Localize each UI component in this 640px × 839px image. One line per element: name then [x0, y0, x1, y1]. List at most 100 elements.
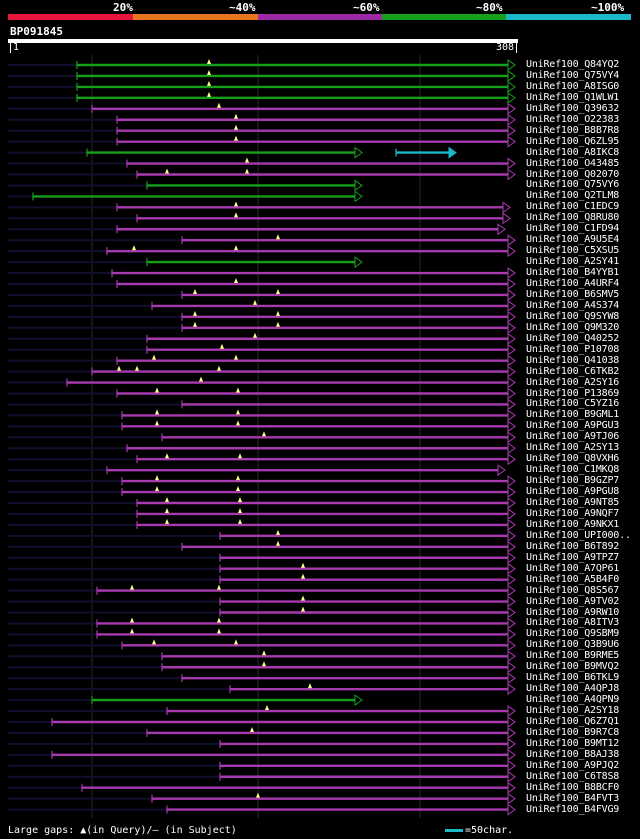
hit-label[interactable]: UniRef100_B4YYB1	[526, 267, 620, 279]
hit-label[interactable]: UniRef100_A4QPJ8	[526, 683, 620, 695]
query-gap-marker	[207, 80, 211, 86]
query-gap-marker	[262, 661, 266, 667]
hit-label[interactable]: UniRef100_Q9SBM9	[526, 628, 620, 640]
hit-label[interactable]: UniRef100_UPI000..	[526, 529, 631, 541]
hit-label[interactable]: UniRef100_B4FVG9	[526, 803, 620, 815]
segment-end-arrow	[507, 310, 516, 323]
hit-label[interactable]: UniRef100_A9RW10	[526, 606, 620, 618]
hit-label[interactable]: UniRef100_B9MT12	[526, 737, 620, 749]
hit-label[interactable]: UniRef100_A9NQF7	[526, 507, 620, 519]
hit-label[interactable]: UniRef100_A7QP61	[526, 562, 620, 574]
segment-end-arrow	[507, 245, 516, 258]
hit-label[interactable]: UniRef100_Q41038	[526, 354, 620, 366]
query-gap-marker	[276, 321, 280, 327]
query-gap-marker	[238, 518, 242, 524]
query-id: BP091845	[10, 25, 63, 38]
segment-end-arrow	[354, 256, 363, 269]
hit-label[interactable]: UniRef100_A9U5E4	[526, 234, 620, 246]
hit-row	[8, 726, 516, 739]
hit-label[interactable]: UniRef100_B9GZP7	[526, 475, 620, 487]
hit-label[interactable]: UniRef100_Q40252	[526, 332, 620, 344]
segment-end-arrow	[507, 409, 516, 422]
hit-label[interactable]: UniRef100_Q02070	[526, 168, 620, 180]
hit-label[interactable]: UniRef100_Q84YQ2	[526, 59, 620, 70]
legend-bar-60	[258, 14, 382, 20]
hit-label[interactable]: UniRef100_C5YZ16	[526, 398, 620, 410]
hit-row	[8, 124, 516, 137]
hit-label[interactable]: UniRef100_P13869	[526, 387, 620, 399]
hit-label[interactable]: UniRef100_A2SY18	[526, 705, 620, 717]
hit-label[interactable]: UniRef100_B8AJ38	[526, 748, 620, 760]
hit-row	[8, 748, 516, 761]
hit-label[interactable]: UniRef100_Q1WLW1	[526, 91, 620, 103]
hit-row	[8, 113, 516, 126]
hit-label[interactable]: UniRef100_B9GML1	[526, 409, 620, 421]
segment-end-arrow	[507, 299, 516, 312]
hit-label[interactable]: UniRef100_A9TV02	[526, 595, 620, 607]
segment-end-arrow	[507, 606, 516, 619]
hit-label[interactable]: UniRef100_Q9M320	[526, 321, 620, 333]
hit-label[interactable]: UniRef100_A2SY16	[526, 376, 620, 388]
hit-label[interactable]: UniRef100_A4URF4	[526, 278, 620, 289]
hit-label[interactable]: UniRef100_Q6ZL95	[526, 135, 620, 147]
hit-label[interactable]: UniRef100_Q6Z7Q1	[526, 716, 620, 727]
hit-label[interactable]: UniRef100_B4FVT3	[526, 792, 620, 804]
hit-label[interactable]: UniRef100_Q8RU80	[526, 212, 620, 224]
hit-label[interactable]: UniRef100_B9R7C8	[526, 726, 620, 738]
query-gap-marker	[236, 475, 240, 481]
hit-label[interactable]: UniRef100_B8BCF0	[526, 781, 620, 793]
hit-label[interactable]: UniRef100_Q39632	[526, 102, 620, 114]
hit-label[interactable]: UniRef100_A9NT85	[526, 497, 620, 508]
segment-end-arrow	[507, 365, 516, 378]
hit-label[interactable]: UniRef100_A9TPZ7	[526, 551, 620, 563]
hit-label[interactable]: UniRef100_B9MVQ2	[526, 661, 620, 673]
hit-label[interactable]: UniRef100_Q3B9U6	[526, 639, 620, 651]
query-gap-marker	[234, 245, 238, 251]
hit-label[interactable]: UniRef100_C6T8S8	[526, 770, 620, 782]
hit-label[interactable]: UniRef100_B8B7R8	[526, 124, 620, 136]
hit-label[interactable]: UniRef100_A8ISG0	[526, 80, 620, 92]
hit-label[interactable]: UniRef100_B6SMV5	[526, 288, 620, 300]
hit-label[interactable]: UniRef100_C1MKQ8	[526, 464, 620, 476]
query-gap-marker	[155, 486, 159, 492]
hit-label[interactable]: UniRef100_A8ITV3	[526, 617, 620, 629]
hit-row	[8, 606, 516, 619]
hit-label[interactable]: UniRef100_C1FD94	[526, 223, 620, 235]
hit-label[interactable]: UniRef100_Q9SYW8	[526, 310, 620, 322]
hit-row	[8, 245, 516, 258]
segment-end-arrow	[448, 146, 457, 159]
hit-row	[8, 639, 516, 652]
hit-label[interactable]: UniRef100_A8IKC8	[526, 146, 620, 158]
hit-label[interactable]: UniRef100_C5XSU5	[526, 245, 620, 257]
hit-label[interactable]: UniRef100_A2SY13	[526, 442, 620, 454]
hit-label[interactable]: UniRef100_A9PJQ2	[526, 759, 620, 771]
hit-label[interactable]: UniRef100_C6TKB2	[526, 365, 620, 377]
hit-label[interactable]: UniRef100_A9TJ06	[526, 431, 620, 443]
hit-label[interactable]: UniRef100_A9PGU3	[526, 420, 620, 432]
segment-end-arrow	[507, 91, 516, 104]
hit-label[interactable]: UniRef100_C1EDC9	[526, 201, 620, 213]
hit-label[interactable]: UniRef100_A9PGU8	[526, 486, 620, 498]
hit-label[interactable]: UniRef100_Q75VY6	[526, 179, 620, 191]
segment-end-arrow	[507, 398, 516, 411]
segment-end-arrow	[507, 442, 516, 455]
hit-label[interactable]: UniRef100_P10708	[526, 343, 620, 355]
segment-end-arrow	[507, 431, 516, 444]
hit-label[interactable]: UniRef100_O43485	[526, 157, 620, 169]
hit-label[interactable]: UniRef100_A5B4F0	[526, 573, 620, 585]
hit-row	[8, 201, 511, 214]
hit-label[interactable]: UniRef100_A2SY41	[526, 256, 620, 268]
hit-label[interactable]: UniRef100_Q8S567	[526, 584, 620, 596]
hit-label[interactable]: UniRef100_B9RME5	[526, 650, 620, 662]
hit-label[interactable]: UniRef100_A9NKX1	[526, 518, 620, 530]
hit-label[interactable]: UniRef100_B6T892	[526, 540, 620, 552]
hit-row	[8, 595, 516, 608]
hit-label[interactable]: UniRef100_Q8VXH6	[526, 453, 620, 465]
hit-label[interactable]: UniRef100_A4QPN9	[526, 694, 620, 706]
hit-label[interactable]: UniRef100_B6TKL9	[526, 672, 620, 684]
hit-label[interactable]: UniRef100_Q75VY4	[526, 69, 620, 81]
hit-label[interactable]: UniRef100_Q2TLM8	[526, 190, 620, 202]
hit-label[interactable]: UniRef100_A4S374	[526, 299, 620, 311]
hit-label[interactable]: UniRef100_O22383	[526, 113, 620, 125]
